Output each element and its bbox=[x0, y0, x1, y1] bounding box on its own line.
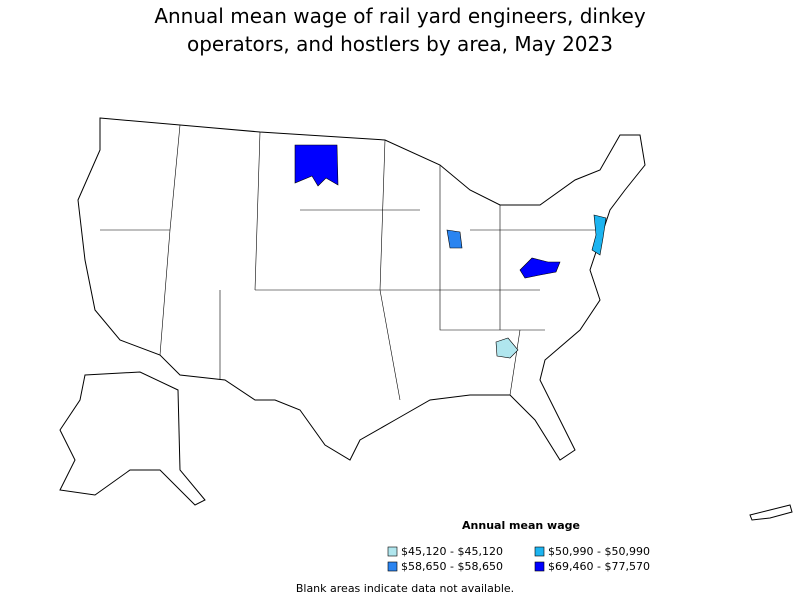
legend-title: Annual mean wage bbox=[462, 519, 580, 532]
alaska bbox=[59, 371, 206, 506]
map-region bbox=[519, 257, 561, 279]
map-region bbox=[446, 229, 463, 249]
legend-label: $50,990 - $50,990 bbox=[548, 545, 650, 558]
map-region bbox=[495, 337, 519, 359]
map-title: Annual mean wage of rail yard engineers,… bbox=[154, 4, 646, 56]
state-borders bbox=[100, 124, 600, 401]
hawaii bbox=[749, 504, 793, 521]
legend-label: $58,650 - $58,650 bbox=[401, 560, 503, 573]
map-region bbox=[591, 214, 607, 256]
legend-label: $69,460 - $77,570 bbox=[548, 560, 650, 573]
legend-swatch bbox=[534, 546, 545, 557]
legend-label: $45,120 - $45,120 bbox=[401, 545, 503, 558]
legend-swatch bbox=[387, 561, 398, 572]
map-region bbox=[294, 144, 339, 187]
note: Blank areas indicate data not available. bbox=[296, 582, 514, 595]
legend-swatch bbox=[387, 546, 398, 557]
legend-swatch bbox=[534, 561, 545, 572]
